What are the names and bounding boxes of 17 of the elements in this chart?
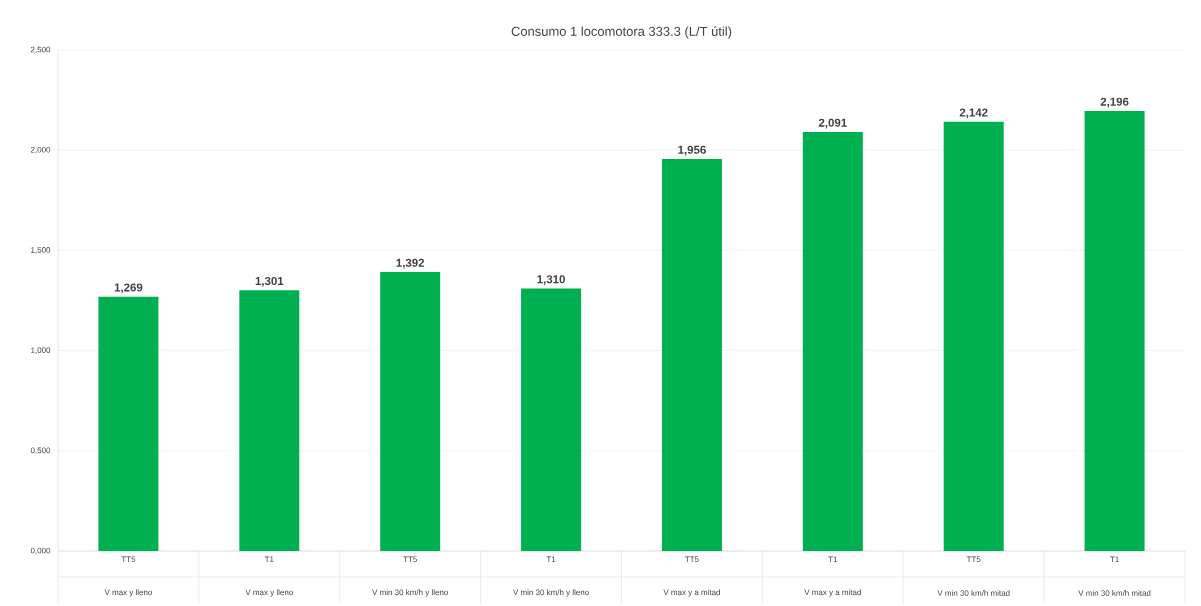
bar <box>661 159 722 551</box>
bar <box>521 288 582 551</box>
bar <box>1084 110 1145 551</box>
data-label: 2,091 <box>818 118 847 129</box>
data-label: 1,269 <box>114 283 143 294</box>
data-label: 1,310 <box>537 275 565 285</box>
bar <box>943 121 1004 551</box>
chart-title: Consumo 1 locomotora 333.3 (L/T útil) <box>511 26 732 39</box>
bar <box>380 272 441 551</box>
data-label: 2,142 <box>959 108 988 119</box>
data-label: 2,196 <box>1100 97 1129 108</box>
bar <box>98 296 159 551</box>
bar <box>802 131 863 551</box>
data-label: 1,301 <box>255 276 284 287</box>
bar <box>239 290 300 551</box>
data-label: 1,956 <box>678 145 706 156</box>
data-label: 1,392 <box>396 258 425 269</box>
